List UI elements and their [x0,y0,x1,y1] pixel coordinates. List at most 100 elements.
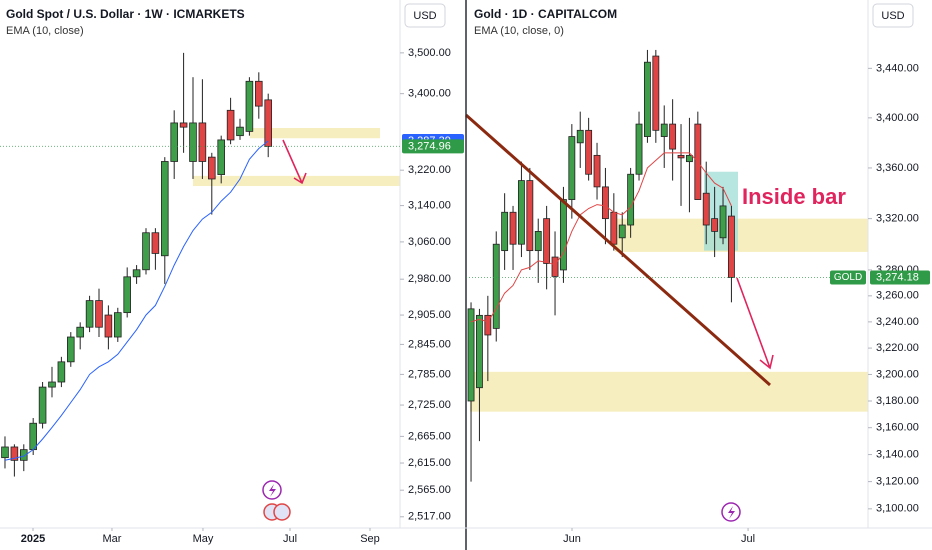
candle-body [264,99,272,147]
x-tick-label: Jul [741,533,755,545]
candle-body [95,300,103,328]
chart-title: Gold Spot / U.S. Dollar · 1W · ICMARKETS [6,7,245,21]
candle-body [635,123,643,175]
zone [193,175,400,187]
y-tick-label: 2,615.00 [408,457,451,469]
y-tick-label: 2,785.00 [408,368,451,380]
candle-body [85,300,94,328]
candle-body [179,122,188,128]
chart-title: Gold · 1D · CAPITALCOM [474,7,617,21]
x-tick-label: Sep [360,533,380,545]
candle-body [602,186,609,220]
x-tick-label: Jun [563,533,581,545]
symbol-tag-label: GOLD [834,272,862,283]
candle-body [509,211,517,245]
candle-body [660,123,668,137]
ema-line [4,140,269,461]
candle-body [198,122,207,162]
candle-body [677,154,685,159]
candle-body [669,123,677,150]
candle-body [170,122,178,162]
candle-body [644,61,651,137]
flag-icon[interactable] [273,503,291,521]
x-tick-label: May [193,533,214,545]
candle-body [123,276,131,314]
candle-body [29,422,37,451]
candle-body [610,211,618,245]
zone [470,371,868,412]
candle-body [104,314,113,338]
price-tag-label: 3,274.18 [876,271,919,283]
candle-body [114,312,122,338]
symbol-tag [830,270,866,285]
candle-body [501,211,509,252]
trend-line [465,113,771,387]
y-tick-label: 3,100.00 [876,503,919,515]
y-tick-label: 3,240.00 [876,316,919,328]
lightning [269,484,276,497]
annotation: Inside bar [742,184,846,209]
indicator-label: EMA (10, close) [6,25,84,37]
y-tick-label: 3,220.00 [876,342,919,354]
arrow [282,139,307,185]
candle-body [585,129,593,175]
candle-body [217,139,225,175]
zone [250,128,380,139]
candle-body [484,314,492,336]
candle-body [19,449,28,461]
candle-body [526,180,534,252]
y-tick-label: 3,140.00 [408,199,451,211]
price-tag [870,270,930,285]
y-tick-label: 3,160.00 [876,422,919,434]
candle-body [38,386,47,424]
event-icons [262,480,741,522]
candle-body [534,231,542,252]
candle-body [492,243,500,329]
lightning [728,506,735,519]
candle-body [76,326,84,338]
candle-body [719,205,727,239]
marks-layer [1,49,735,482]
candle-body [686,154,693,163]
y-tick-label: 3,400.00 [408,88,451,100]
candle-body [132,269,141,278]
price-tag-label: 3,274.96 [408,140,451,152]
candle-body [151,232,160,254]
candle-body [10,446,19,461]
candle-body [551,256,559,277]
currency-button[interactable] [872,3,914,28]
candle-body [57,361,66,383]
candle-body [245,80,254,132]
candle-body [568,136,576,200]
candle-body [189,122,197,162]
candle-body [467,308,475,402]
y-tick-label: 2,905.00 [408,309,451,321]
y-tick-label: 3,120.00 [876,476,919,488]
candle-body [476,314,483,389]
candle-body [161,161,169,257]
candle-body [1,446,9,459]
candle-body [576,129,584,144]
candle-body [702,192,710,226]
x-tick-label: Jul [283,533,297,545]
candle-body [48,381,56,388]
candle-body [627,173,635,226]
candle-body [208,156,216,180]
candle-body [560,199,567,271]
y-tick-label: 3,320.00 [876,213,919,225]
candle-body [543,218,551,264]
zone [615,218,868,252]
y-tick-label: 2,845.00 [408,338,451,350]
y-tick-label: 2,980.00 [408,273,451,285]
candle-body [728,215,735,278]
candle-body [711,218,719,232]
candle-body [226,109,235,141]
arrow [736,277,774,370]
currency-label: USD [413,10,436,22]
y-tick-label: 2,725.00 [408,399,451,411]
y-tick-label: 3,220.00 [408,164,451,176]
candle-body [593,154,601,188]
currency-button[interactable] [404,3,446,28]
y-tick-label: 2,517.00 [408,511,451,523]
candle-body [618,224,626,239]
